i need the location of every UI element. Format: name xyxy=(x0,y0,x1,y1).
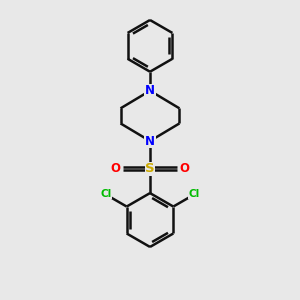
Text: O: O xyxy=(180,162,190,175)
Text: N: N xyxy=(145,84,155,97)
Text: S: S xyxy=(145,162,155,175)
Text: Cl: Cl xyxy=(100,189,111,199)
Text: Cl: Cl xyxy=(189,189,200,199)
Text: O: O xyxy=(110,162,120,175)
Text: N: N xyxy=(145,134,155,148)
